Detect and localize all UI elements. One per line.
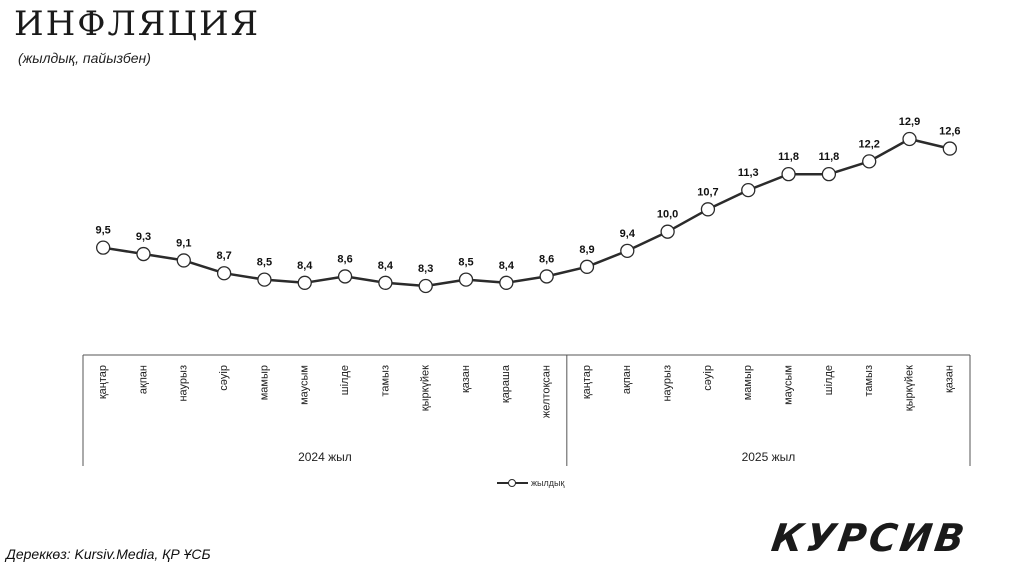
group-label: 2025 жыл [742,450,796,464]
category-tick-label: қыркүйек [420,365,432,411]
data-point [539,269,554,284]
data-point [458,272,474,287]
data-point [781,167,796,182]
chart-legend: жылдық [497,478,564,488]
category-tick-label: қараша [500,364,512,403]
group-label: 2024 жыл [298,450,352,464]
data-label: 8,4 [499,260,515,272]
series-markers [96,131,957,294]
data-point [257,272,272,287]
category-tick-label: қазан [944,365,956,393]
category-tick-label: шілде [823,365,835,395]
data-label: 8,4 [297,260,313,272]
data-label: 12,6 [939,126,960,138]
data-label: 8,5 [458,257,473,269]
data-point [418,278,433,294]
data-point [942,141,957,156]
data-point [96,240,111,255]
data-point [136,246,151,262]
chart-title: ИНФЛЯЦИЯ [14,4,261,44]
data-point [216,266,232,281]
data-label: 8,5 [257,257,272,269]
data-label: 9,1 [176,237,191,249]
category-tick-label: шілде [339,365,351,395]
category-tick-label: ақпан [137,365,149,394]
category-tick-label: мамыр [258,365,270,400]
category-tick-label: тамыз [379,365,391,397]
data-label: 9,3 [136,231,151,243]
category-tick-label: мамыр [742,365,754,400]
category-tick-label: наурыз [178,365,190,402]
category-tick-label: маусым [782,365,794,405]
data-point [821,167,837,182]
category-tick-label: қыркүйек [903,365,915,411]
data-label: 9,5 [96,225,111,237]
data-point [660,224,675,239]
data-point [176,253,191,268]
data-label: 8,3 [418,263,433,275]
category-tick-label: қазан [460,365,472,393]
data-point [862,154,877,169]
category-tick-label: ақпан [621,365,633,394]
category-tick-label: желтоқсан [541,365,553,418]
data-label: 8,7 [216,250,231,262]
category-tick-label: маусым [299,365,311,405]
legend-marker [508,479,516,487]
category-tick-label: сәуір [218,365,230,391]
data-label: 8,9 [579,244,594,256]
data-point [337,269,353,284]
data-point [902,131,917,147]
data-label: 10,7 [697,186,718,198]
data-label: 10,0 [657,209,678,221]
series-line-zhyldyk [103,137,951,288]
category-tick-label: қаңтар [97,365,109,399]
data-point [499,275,514,290]
source-note: Дереккөз: Kursiv.Media, ҚР ҰСБ [6,546,211,562]
inflation-line-chart: 2024 жыл 2025 жыл қаңтар ақпан наурыз сәуір ма… [82,116,971,488]
category-tick-label: қаңтар [581,365,593,399]
category-tick-label: сәуір [702,365,714,391]
category-axis: 2024 жыл 2025 жыл қаңтар ақпан наурыз сәуір ма… [82,354,971,466]
data-point [579,259,595,274]
data-label: 11,8 [818,151,839,163]
data-point [700,202,716,217]
data-label: 12,9 [899,116,920,128]
chart-subtitle: (жылдық, пайызбен) [18,50,151,66]
series-line-layer [103,137,951,288]
data-point [741,182,756,198]
data-label: 9,4 [620,228,636,240]
data-point [378,275,393,290]
data-label: 11,8 [778,151,799,163]
category-tick-label: наурыз [662,365,674,402]
data-point [620,243,635,258]
category-tick-label: тамыз [863,365,875,397]
data-point [297,275,312,290]
data-label: 8,6 [539,253,554,265]
legend-label: жылдық [531,478,564,488]
data-label: 11,3 [738,167,759,179]
data-labels: 9,5 9,3 9,1 8,7 8,5 8,4 8,6 8,4 8,3 8,5 8,4 8,6 8,9 9… [96,116,961,275]
data-label: 8,4 [378,260,394,272]
data-label: 8,6 [337,253,352,265]
kursiv-logo: КУРСИВ [768,516,970,560]
data-label: 12,2 [858,138,879,150]
